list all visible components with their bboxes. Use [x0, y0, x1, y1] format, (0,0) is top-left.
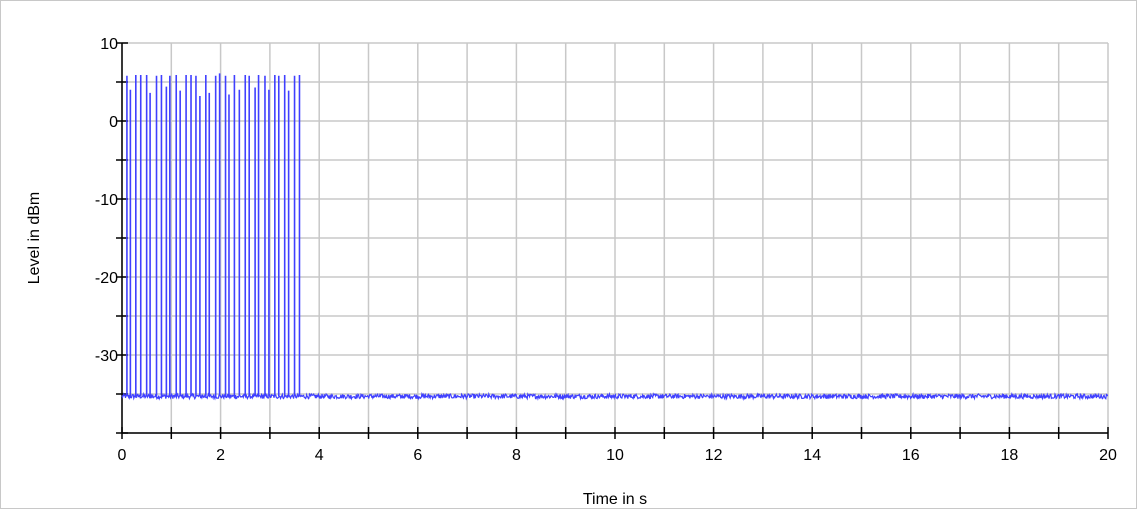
grid — [121, 42, 1109, 434]
noise-floor-trace — [121, 391, 1109, 401]
x-tick-label: 10 — [606, 447, 624, 464]
y-axis-label: Level in dBm — [26, 192, 43, 285]
x-tick-label: 2 — [216, 447, 225, 464]
y-tick-label: 10 — [100, 36, 118, 53]
x-tick-label: 16 — [902, 447, 920, 464]
y-tick-label: -20 — [95, 270, 118, 287]
series-layer — [121, 73, 1109, 401]
axes — [116, 42, 1109, 439]
x-tick-label: 8 — [512, 447, 521, 464]
x-tick-label: 18 — [1001, 447, 1019, 464]
x-tick-label: 4 — [315, 447, 324, 464]
x-tick-label: 12 — [705, 447, 723, 464]
x-tick-label: 20 — [1099, 447, 1117, 464]
y-tick-label: 0 — [109, 114, 118, 131]
y-tick-label: -30 — [95, 348, 118, 365]
x-tick-label: 14 — [803, 447, 821, 464]
x-axis-label: Time in s — [583, 491, 647, 508]
x-tick-label: 0 — [118, 447, 127, 464]
y-tick-label: -10 — [95, 192, 118, 209]
labels-layer: Time in s Level in dBm 0 2 4 6 8 10 12 14 16 18 20… — [26, 36, 1117, 508]
x-tick-label: 6 — [413, 447, 422, 464]
